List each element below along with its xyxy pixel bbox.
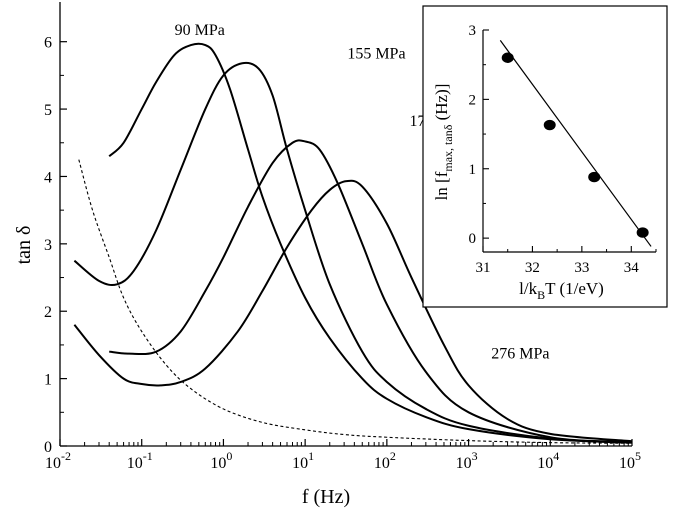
y-axis-title: tan δ: [13, 226, 35, 265]
inset-y-tick-label: 3: [469, 23, 477, 39]
x-axis-title: f (Hz): [302, 486, 350, 508]
inset-data-point: [588, 171, 601, 183]
x-tick-label: 103: [456, 449, 478, 472]
curve-label: 90 MPa: [175, 22, 225, 39]
inset-x-tick-label: 33: [574, 260, 589, 276]
x-tick-label: 101: [292, 449, 314, 472]
inset-y-axis-title: ln [fmax, tanδ (Hz)]: [432, 84, 455, 201]
curve-label: 276 MPa: [491, 345, 549, 362]
inset-data-point: [636, 227, 649, 238]
y-tick-label: 6: [44, 35, 52, 52]
inset-frame: [422, 5, 668, 308]
inset-y-tick-label: 0: [469, 231, 477, 247]
y-tick-label: 0: [44, 439, 52, 456]
inset-x-axis-title: l/kBT (1/eV): [519, 279, 604, 302]
series-line-276-mpa: [73, 179, 633, 443]
x-tick-label: 104: [537, 449, 559, 472]
x-tick-label: 102: [374, 449, 396, 472]
x-tick-label: 105: [619, 449, 641, 472]
inset-data-point: [543, 119, 556, 131]
dashed-reference-curve: [78, 159, 633, 444]
inset-x-tick-label: 34: [624, 260, 640, 276]
inset-x-tick-label: 32: [525, 260, 540, 276]
series-line-155-mpa: [73, 61, 633, 444]
inset-plot: 31 32 33 34 0 1 2 3 l/kBT (1/eV) ln [fmax, tanδ (…: [422, 5, 668, 308]
y-tick-label: 3: [44, 237, 52, 254]
y-tick-label: 2: [44, 304, 52, 321]
inset-y-tick-label: 1: [469, 162, 477, 178]
series-line-178-mpa: [109, 139, 633, 443]
y-tick-label: 5: [44, 102, 52, 119]
inset-fit-line: [499, 40, 652, 247]
x-tick-label: 10-1: [127, 449, 153, 472]
y-tick-label: 4: [44, 169, 52, 186]
curve-label: 155 MPa: [347, 46, 405, 63]
x-tick-label: 100: [210, 449, 232, 472]
inset-x-tick-label: 31: [476, 260, 491, 276]
y-tick-label: 1: [44, 372, 52, 389]
inset-y-tick-label: 2: [469, 92, 477, 108]
inset-data-point: [501, 52, 514, 63]
